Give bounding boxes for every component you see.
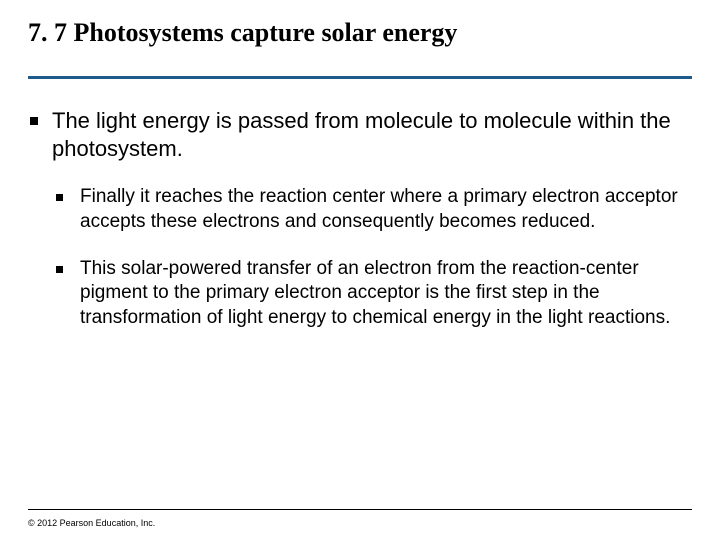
list-item: This solar-powered transfer of an electr… bbox=[28, 257, 692, 331]
bullet-text: Finally it reaches the reaction center w… bbox=[80, 186, 678, 232]
bullet-text: The light energy is passed from molecule… bbox=[52, 108, 671, 161]
bullet-list-level1: The light energy is passed from molecule… bbox=[28, 107, 692, 163]
footer-rule bbox=[28, 509, 692, 510]
list-item: Finally it reaches the reaction center w… bbox=[28, 185, 692, 234]
bullet-text: This solar-powered transfer of an electr… bbox=[80, 258, 670, 328]
copyright-text: © 2012 Pearson Education, Inc. bbox=[28, 518, 155, 528]
slide-body: 7. 7 Photosystems capture solar energy T… bbox=[0, 0, 720, 331]
list-item: The light energy is passed from molecule… bbox=[28, 107, 692, 163]
bullet-list-level2: Finally it reaches the reaction center w… bbox=[28, 185, 692, 330]
title-rule bbox=[28, 76, 692, 79]
slide-title: 7. 7 Photosystems capture solar energy bbox=[28, 18, 692, 48]
